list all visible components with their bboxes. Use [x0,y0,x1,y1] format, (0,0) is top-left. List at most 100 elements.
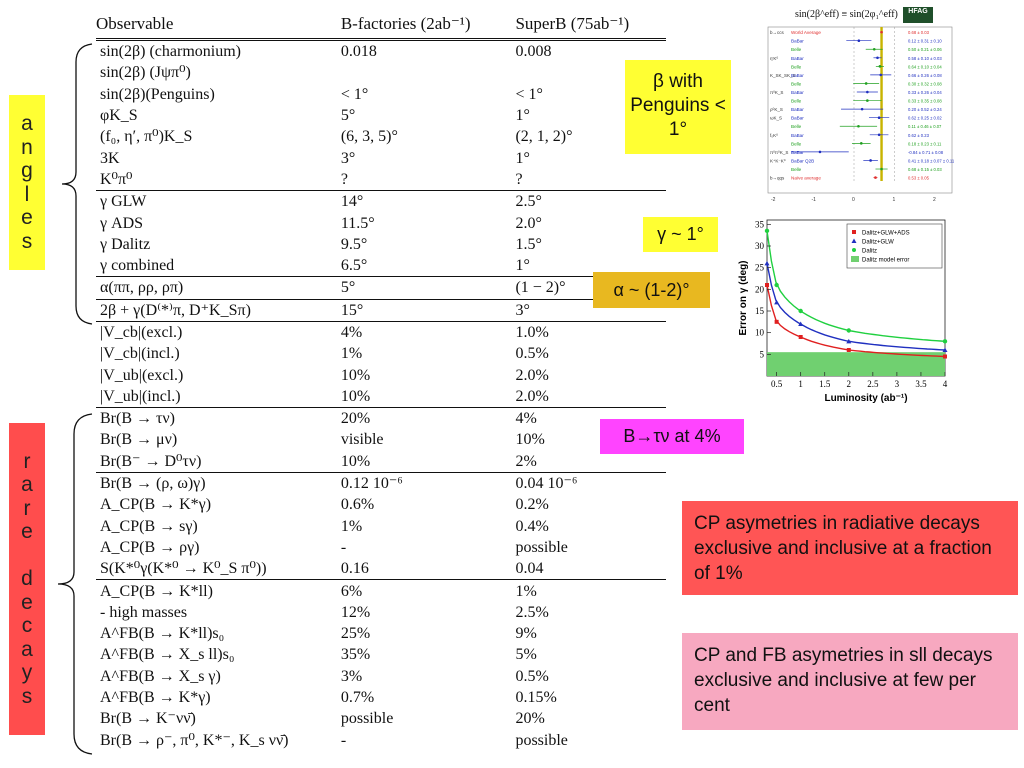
b-factories-cell: 5° [340,107,356,125]
data-point-circle [798,308,803,314]
observable-cell: sin(2β)(Penguins) [100,85,215,103]
hfag-mode-label: b→ccs [770,30,785,35]
table-row: Br(B → K⁻νν̄) possible 20% [96,708,666,729]
rare-decays-letter: e [21,520,33,544]
beta-penguins-callout: β with Penguins < 1° [625,60,731,154]
observable-cell: Br(B → K⁻νν̄) [100,710,196,728]
angles-letter: l [24,182,30,206]
y-tick-label: 5 [760,349,765,359]
table-row: S(K*⁰γ(K*⁰ → K⁰_S π⁰)) 0.16 0.04 [96,558,666,580]
table-row: A_CP(B → sγ) 1% 0.4% [96,516,666,537]
b-factories-cell: < 1° [340,85,369,103]
hfag-axis-tick: 2 [933,197,936,201]
x-tick-label: 2.5 [867,379,879,389]
b-factories-cell: visible [340,431,384,449]
series-line-2 [766,230,946,342]
y-tick-label: 10 [755,328,765,338]
hfag-point [876,56,879,60]
table-row: γ Dalitz 9.5° 1.5° [96,234,666,255]
data-point-square [943,354,947,359]
table-row: |V_cb|(incl.) 1% 0.5% [96,343,666,364]
b-factories-cell: 10% [340,387,371,405]
legend-marker-triangle [851,238,857,243]
hfag-experiment-label: Belle [791,99,802,104]
observable-cell: S(K*⁰γ(K*⁰ → K⁰_S π⁰)) [100,560,267,578]
observable-cell: |V_ub|(excl.) [100,366,184,384]
angles-brace [61,43,93,325]
angles-letter: e [21,206,33,229]
y-tick-label: 30 [755,241,765,251]
b-factories-cell: 0.018 [340,43,377,61]
superb-cell: 0.2% [515,496,549,514]
hfag-experiment-label: Belle [791,64,802,69]
table-row: K⁰π⁰?? [96,169,666,191]
table-row: |V_ub|(incl.) 10% 2.0% [96,386,666,408]
superb-cell: 0.008 [515,43,552,61]
superb-cell: < 1° [515,85,543,103]
gamma-error-chart-svg: 0.5 1 1.5 2 2.5 3 3.5 4 5 10 15 20 25 30 35 Luminosity … [738,219,948,404]
table-row: (f₀, η′, π⁰)K_S (6, 3, 5)° (2, 1, 2)° [96,126,666,147]
table-row: γ GLW 14° 2.5° [96,190,666,213]
hfag-point [877,116,881,119]
hfag-experiment-label: BaBar [791,116,804,121]
observable-cell: Br(B⁻ → D⁰τν) [100,452,202,470]
observable-cell: Br(B → ρ⁻, π⁰, K*⁻, K_s νν̄) [100,731,289,749]
hfag-mode-label: f₀K⁰ [770,133,778,138]
gamma-callout: γ ~ 1° [643,217,718,252]
b-factories-cell: ? [340,170,348,188]
b-factories-cell: 0.6% [340,496,375,514]
observable-cell: A_CP(B → sγ) [100,517,198,535]
hfag-point [880,30,883,34]
hfag-mode-label: π⁰K_S [770,90,783,95]
alpha-callout: α ~ (1-2)° [593,272,710,308]
cp-radiative-callout: CP asymetries in radiative decays exclus… [682,501,1018,595]
hfag-point [818,150,822,154]
angles-letter: a [21,112,33,135]
b-factories-cell: 15° [340,298,516,322]
table-row: Br(B → μν) visible 10% [96,429,666,450]
data-point-circle [764,228,770,234]
hfag-axis-tick: 1 [893,197,896,201]
superb-cell: 2.0% [515,366,549,384]
hfag-value-label: 0.33 ± 0.26 ± 0.04 [908,90,942,95]
observable-cell: - high masses [100,603,188,621]
observable-cell: sin(2β) (Jψπ⁰) [100,64,191,82]
observable-cell: A_CP(B → K*γ) [100,496,212,514]
b-factories-cell: - [340,731,347,749]
hfag-value-label: 0.30 ± 0.32 ± 0.08 [908,81,942,86]
hfag-experiment-label: BaBar [791,133,804,138]
superb-cell: 1.5° [515,235,542,253]
data-point-triangle [846,338,852,344]
hfag-point [857,39,861,42]
b-factories-cell: 35% [340,646,371,664]
b-factories-cell: 0.12 10⁻⁶ [340,471,516,495]
observable-cell: A_CP(B → K*ll) [96,579,341,602]
observable-cell: Br(B → (ρ, ω)γ) [96,471,341,495]
data-point-circle [942,339,948,344]
hfag-point [866,99,869,102]
superb-cell: 0.04 [515,560,544,578]
series-line-0 [766,284,946,358]
data-point-square [765,283,769,287]
table-row: |V_ub|(excl.) 10% 2.0% [96,364,666,385]
legend-entry-label: Dalitz+GLW+ADS [862,231,910,237]
x-tick-label: 1 [798,379,803,389]
table-row: A^FB(B → K*ll)s₀ 25% 9% [96,623,666,644]
hfag-axis-tick: -1 [812,197,817,201]
b-factories-cell: possible [340,710,394,728]
rare-decays-letter: y [21,661,33,685]
hfag-point [864,82,868,85]
x-axis-label: Luminosity (ab⁻¹) [824,393,907,404]
b-factories-cell: 4% [340,320,516,344]
table-row: A_CP(B → K*γ) 0.6% 0.2% [96,494,666,515]
hfag-value-label: -0.84 ± 0.71 ± 0.08 [908,150,944,155]
data-point-square [846,348,851,352]
hfag-experiment-label: Belle [791,141,802,146]
b-factories-cell: (6, 3, 5)° [340,128,398,146]
b-tau-nu-callout: B→τν at 4% [600,419,744,454]
table-row: Br(B → (ρ, ω)γ) 0.12 10⁻⁶ 0.04 10⁻⁶ [96,471,666,495]
hfag-mode-label: ρ⁰K_S [770,107,783,112]
hfag-point [866,90,869,94]
observable-cell: A^FB(B → K*γ) [100,689,211,707]
hfag-value-label: 0.53 ± 0.05 [908,176,930,181]
